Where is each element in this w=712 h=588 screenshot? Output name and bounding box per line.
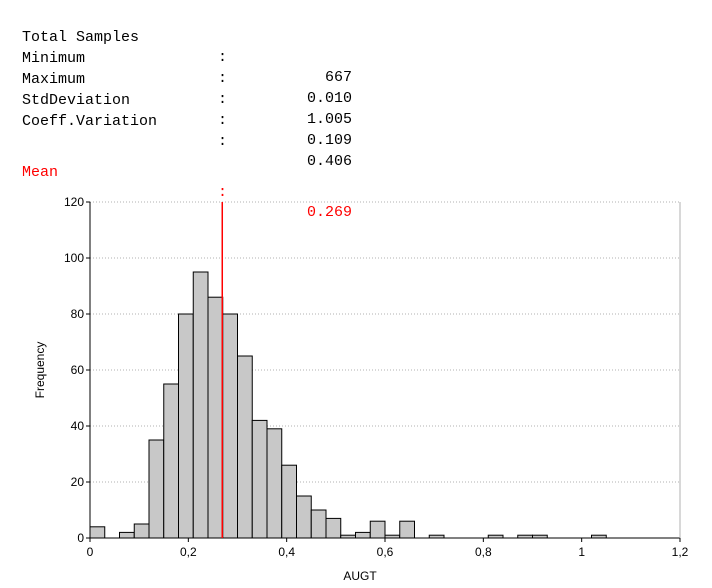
histogram-bar — [310, 509, 327, 539]
x-axis-label: AUGT — [343, 569, 377, 583]
histogram-bar — [148, 439, 165, 539]
tick-labels: 0 20 40 60 80 100 120 0 0,2 0,4 0,6 0,8 1 1,2 — [64, 195, 689, 559]
histogram-bar — [281, 464, 297, 539]
histogram-bar — [369, 520, 386, 539]
x-tick-label: 1 — [578, 545, 585, 559]
y-axis-label: Frequency — [33, 342, 47, 399]
x-tick-label: 0 — [87, 545, 94, 559]
axes — [86, 201, 681, 542]
histogram-bar — [399, 520, 415, 539]
stat-value: 1.005 — [306, 111, 352, 128]
stat-std-deviation: StdDeviation : 0.109 — [22, 71, 352, 149]
y-tick-label: 80 — [71, 307, 85, 321]
y-tick-label: 40 — [71, 419, 85, 433]
stat-colon: : — [218, 112, 228, 129]
histogram-bar — [325, 517, 342, 539]
x-tick-label: 0,2 — [180, 545, 197, 559]
histogram-bar — [119, 531, 135, 539]
stat-label: Minimum — [22, 50, 86, 67]
stat-coeff-variation: Coeff.Variation : 0.406 — [22, 92, 352, 170]
stat-value: 667 — [324, 69, 352, 86]
stat-label: Mean — [22, 164, 59, 181]
y-tick-label: 20 — [71, 475, 85, 489]
stat-maximum: Maximum : 1.005 — [22, 50, 352, 128]
stat-label: StdDeviation — [22, 92, 131, 109]
histogram-bar — [296, 495, 312, 539]
stat-value: 0.010 — [306, 90, 352, 107]
stat-total-samples: Total Samples : 667 — [22, 8, 352, 86]
histogram-bar — [89, 526, 106, 539]
histogram-bar — [133, 523, 150, 539]
histogram-bar — [266, 428, 283, 539]
grid-lines — [90, 201, 680, 483]
histogram-bar — [222, 313, 238, 539]
stat-value: 0.269 — [306, 204, 352, 221]
histogram-bar — [192, 271, 209, 539]
x-tick-label: 0,4 — [278, 545, 295, 559]
histogram-bar — [207, 296, 224, 539]
stat-value: 0.109 — [306, 132, 352, 149]
stat-colon: : — [218, 184, 228, 201]
histogram-bar — [163, 383, 179, 539]
x-tick-label: 0,8 — [475, 545, 492, 559]
histogram-bar — [251, 419, 268, 539]
stat-colon: : — [218, 91, 228, 108]
stat-value: 0.406 — [306, 153, 352, 170]
y-tick-label: 120 — [64, 195, 84, 209]
histogram-bar — [178, 313, 194, 539]
histogram-bars — [89, 271, 607, 539]
stat-label: Maximum — [22, 71, 86, 88]
stat-label: Coeff.Variation — [22, 113, 158, 130]
stat-label: Total Samples — [22, 29, 140, 46]
stat-colon: : — [218, 133, 228, 150]
x-tick-label: 0,6 — [377, 545, 394, 559]
histogram-bar — [237, 355, 253, 539]
stat-mean: Mean : 0.269 — [22, 143, 352, 221]
histogram-chart: 0 20 40 60 80 100 120 0 0,2 0,4 0,6 0,8 1 1,2 AUGT Fr… — [33, 195, 689, 583]
stat-minimum: Minimum : 0.010 — [22, 29, 352, 107]
x-tick-label: 1,2 — [672, 545, 689, 559]
y-tick-label: 60 — [71, 363, 85, 377]
stat-colon: : — [218, 70, 228, 87]
histogram-bar — [355, 531, 371, 539]
y-tick-label: 0 — [77, 531, 84, 545]
y-tick-label: 100 — [64, 251, 84, 265]
stat-colon: : — [218, 49, 228, 66]
